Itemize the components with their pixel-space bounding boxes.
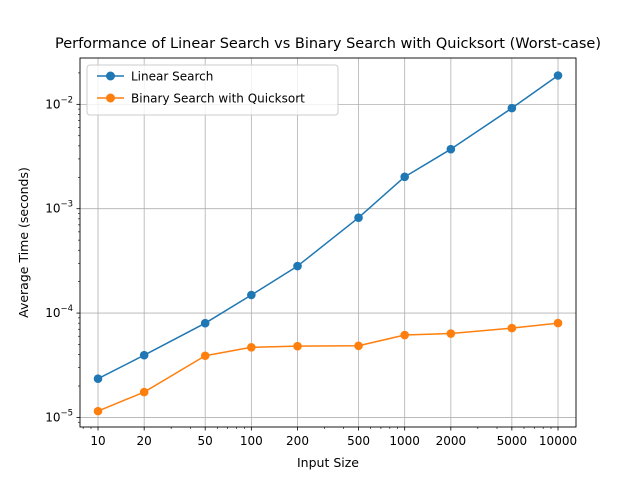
y-tick-base: 10 <box>45 202 60 216</box>
y-tick-label: 10−5 <box>45 408 73 424</box>
data-point-binary-search <box>93 406 103 416</box>
y-tick-label: 10−2 <box>45 95 73 111</box>
data-point-linear-search <box>446 144 456 154</box>
data-point-linear-search <box>553 71 563 80</box>
legend: Linear Search Binary Search with Quickso… <box>86 64 339 116</box>
x-axis-label: Input Size <box>297 455 359 470</box>
x-tick-label: 50 <box>198 434 213 448</box>
x-tick-label: 200 <box>286 434 309 448</box>
legend-marker-binary-search <box>106 93 115 103</box>
y-tick-exponent: −3 <box>60 200 73 210</box>
data-point-binary-search <box>507 323 517 333</box>
data-point-binary-search <box>293 341 302 351</box>
x-tick-label: 100 <box>240 434 263 448</box>
x-tick-label: 1000 <box>389 434 420 448</box>
data-point-binary-search <box>200 351 210 361</box>
y-tick-label: 10−4 <box>45 304 73 320</box>
data-point-linear-search <box>400 172 409 182</box>
x-tick-label: 10 <box>90 434 105 448</box>
series-line-binary-search <box>97 322 559 412</box>
plot-frame <box>79 57 577 428</box>
data-point-binary-search <box>446 329 456 338</box>
data-point-linear-search <box>354 213 363 223</box>
y-tick-base: 10 <box>45 306 60 320</box>
x-tick-label: 20 <box>137 434 152 448</box>
series-binary-search <box>93 318 563 416</box>
data-point-linear-search <box>200 318 210 328</box>
legend-marker-linear-search <box>106 71 115 81</box>
x-tick-label: 500 <box>347 434 370 448</box>
chart-title: Performance of Linear Search vs Binary S… <box>55 36 601 52</box>
y-tick-label: 10−3 <box>45 200 73 216</box>
data-point-binary-search <box>553 318 563 328</box>
y-tick-exponent: −2 <box>60 95 73 105</box>
series-group <box>93 71 563 416</box>
data-point-binary-search <box>247 343 256 352</box>
legend-label-linear-search: Linear Search <box>131 70 213 84</box>
y-axis: 10−510−410−310−2 <box>45 72 80 424</box>
x-tick-label: 5000 <box>497 434 528 448</box>
data-point-linear-search <box>507 103 517 113</box>
x-axis: 10 20 50 100 200 500 1000 2000 5000 10000 <box>82 427 577 448</box>
data-point-binary-search <box>400 330 409 340</box>
y-axis-label: Average Time (seconds) <box>16 167 31 318</box>
y-tick-exponent: −5 <box>60 408 73 418</box>
y-tick-base: 10 <box>45 97 60 111</box>
legend-box <box>86 64 339 116</box>
x-tick-label: 10000 <box>539 434 577 448</box>
data-point-linear-search <box>93 374 103 384</box>
series-line-linear-search <box>97 74 559 380</box>
data-point-linear-search <box>247 290 256 300</box>
data-point-binary-search <box>139 387 149 397</box>
y-tick-exponent: −4 <box>60 304 73 314</box>
data-point-binary-search <box>354 341 363 351</box>
series-linear-search <box>93 71 563 384</box>
y-tick-base: 10 <box>45 410 60 424</box>
data-point-linear-search <box>293 261 302 271</box>
legend-label-binary-search: Binary Search with Quicksort <box>131 92 305 106</box>
data-point-linear-search <box>139 350 149 360</box>
x-tick-label: 2000 <box>436 434 467 448</box>
